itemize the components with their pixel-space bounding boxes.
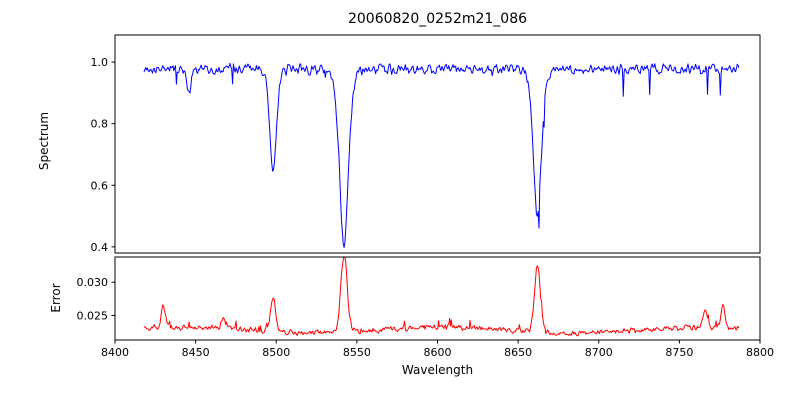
chart-title: 20060820_0252m21_086 (347, 11, 528, 27)
x-tick-label: 8650 (504, 346, 532, 359)
y-tick-label: 0.030 (77, 276, 109, 289)
x-tick-label: 8600 (424, 346, 452, 359)
y-tick-label: 0.4 (91, 241, 109, 254)
x-tick-label: 8700 (585, 346, 613, 359)
x-tick-label: 8750 (665, 346, 693, 359)
spectrum-line (143, 62, 740, 248)
y-tick-label: 0.6 (91, 179, 109, 192)
y-tick-label: 1.0 (91, 56, 109, 69)
y-tick-label: 0.025 (77, 309, 109, 322)
x-tick-label: 8400 (101, 346, 129, 359)
error-line (143, 257, 740, 337)
axes-box-spectrum (114, 34, 761, 254)
x-tick-label: 8500 (262, 346, 290, 359)
x-tick-label: 8550 (343, 346, 371, 359)
y-tick-label: 0.8 (91, 118, 109, 131)
x-tick-label: 8450 (182, 346, 210, 359)
x-axis-label: Wavelength (401, 363, 474, 377)
x-tick-label: 8800 (746, 346, 774, 359)
